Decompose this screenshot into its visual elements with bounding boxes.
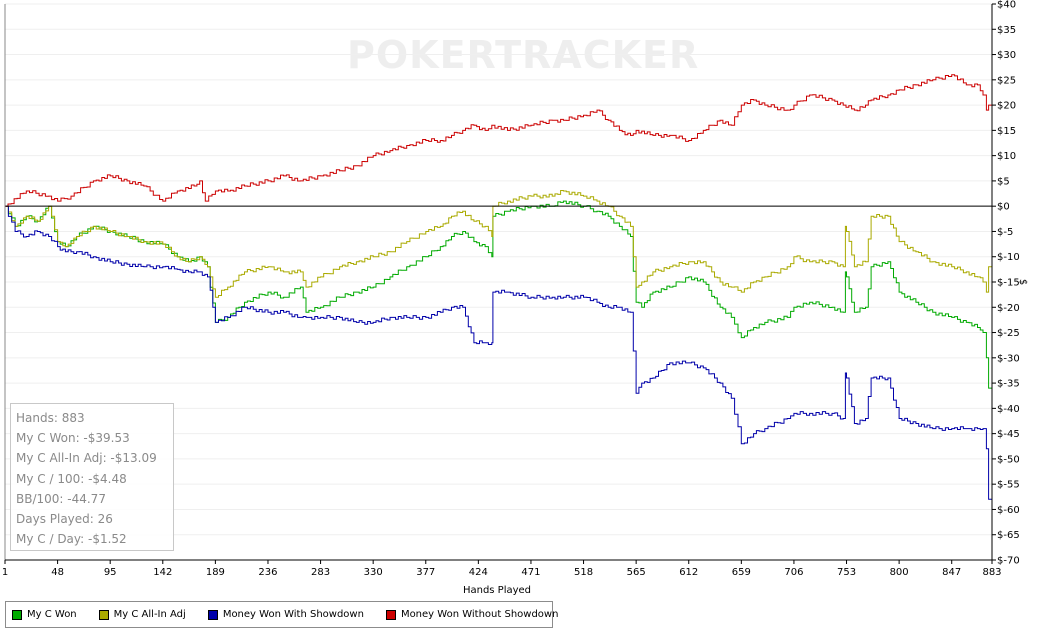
y-tick-label: $-70 xyxy=(997,556,1020,567)
y-axis-title: $ xyxy=(1017,279,1028,285)
y-tick-label: $40 xyxy=(997,0,1016,11)
x-tick-label: 471 xyxy=(521,567,540,578)
x-tick-label: 847 xyxy=(942,567,961,578)
x-tick-label: 377 xyxy=(416,567,435,578)
y-tick-label: $-50 xyxy=(997,454,1020,465)
stat-per-day: My C / Day: -$1.52 xyxy=(16,532,127,547)
legend-swatch xyxy=(207,609,218,620)
y-tick-label: $5 xyxy=(997,176,1010,187)
y-tick-label: $-55 xyxy=(997,480,1020,491)
x-tick-label: 236 xyxy=(258,567,277,578)
legend-item-with-showdown[interactable]: Money Won With Showdown xyxy=(207,609,364,620)
x-tick-label: 189 xyxy=(206,567,225,578)
x-tick-label: 283 xyxy=(311,567,330,578)
legend-swatch xyxy=(12,609,22,620)
legend-label: Money Won Without Showdown xyxy=(400,609,559,620)
series-line-3 xyxy=(5,74,992,207)
y-tick-label: $-20 xyxy=(997,303,1020,314)
x-tick-label: 95 xyxy=(104,567,117,578)
stat-hands: Hands: 883 xyxy=(16,411,85,425)
y-tick-label: $-40 xyxy=(997,404,1020,415)
y-tick-label: $30 xyxy=(997,50,1016,61)
y-tick-label: $15 xyxy=(997,126,1016,137)
ticks: $40 $35 $30 $25 $20 $15 $10 $5 $0 $-5 $-10 $-15 $-20… xyxy=(2,0,1020,578)
y-tick-label: $-45 xyxy=(997,429,1020,440)
legend-swatch xyxy=(98,609,109,620)
x-tick-label: 518 xyxy=(574,567,593,578)
y-tick-label: $10 xyxy=(997,151,1016,162)
stat-days-played: Days Played: 26 xyxy=(16,512,113,527)
legend-item-all-in-adj[interactable]: My C All-In Adj xyxy=(98,609,186,620)
x-tick-label: 48 xyxy=(51,567,64,578)
y-tick-label: $35 xyxy=(997,25,1016,36)
y-tick-label: $-5 xyxy=(997,227,1013,238)
legend-item-my-c-won[interactable]: My C Won xyxy=(12,609,77,620)
y-tick-label: $-15 xyxy=(997,278,1020,289)
x-tick-label: 612 xyxy=(679,567,698,578)
stat-bb-100: BB/100: -44.77 xyxy=(16,491,106,506)
x-tick-label: 659 xyxy=(732,567,751,578)
y-tick-label: $20 xyxy=(997,101,1016,112)
stat-won: My C Won: -$39.53 xyxy=(16,431,130,446)
x-axis-title: Hands Played xyxy=(463,585,531,596)
x-tick-label: 330 xyxy=(364,567,383,578)
x-tick-label: 883 xyxy=(982,567,1001,578)
series-line-0 xyxy=(5,200,993,406)
y-tick-label: $0 xyxy=(997,202,1010,213)
y-tick-label: $-65 xyxy=(997,530,1020,541)
legend-item-without-showdown[interactable]: Money Won Without Showdown xyxy=(385,609,559,620)
y-tick-label: $25 xyxy=(997,75,1016,86)
y-tick-label: $-35 xyxy=(997,379,1020,390)
legend-swatch xyxy=(385,609,396,620)
series-line-2 xyxy=(5,205,993,507)
x-tick-label: 142 xyxy=(153,567,172,578)
x-tick-label: 565 xyxy=(627,567,646,578)
x-tick-label: 800 xyxy=(890,567,909,578)
y-tick-label: $-30 xyxy=(997,353,1020,364)
legend-label: Money Won With Showdown xyxy=(222,609,364,620)
y-tick-label: $-25 xyxy=(997,328,1020,339)
legend-label: My C Won xyxy=(27,609,77,620)
legend-label: My C All-In Adj xyxy=(113,609,186,620)
x-tick-label: 753 xyxy=(837,567,856,578)
x-tick-label: 424 xyxy=(469,567,488,578)
stat-per-100: My C / 100: -$4.48 xyxy=(16,471,127,486)
chart-legend: My C Won My C All-In Adj Money Won With … xyxy=(5,601,558,628)
stats-box: Hands: 883 My C Won: -$39.53 My C All-In… xyxy=(10,403,174,551)
y-tick-label: $-10 xyxy=(997,252,1020,263)
x-tick-label: 706 xyxy=(784,567,803,578)
stat-allin-adj: My C All-In Adj: -$13.09 xyxy=(16,451,157,466)
x-tick-label: 1 xyxy=(2,567,8,578)
y-tick-label: $-60 xyxy=(997,505,1020,516)
